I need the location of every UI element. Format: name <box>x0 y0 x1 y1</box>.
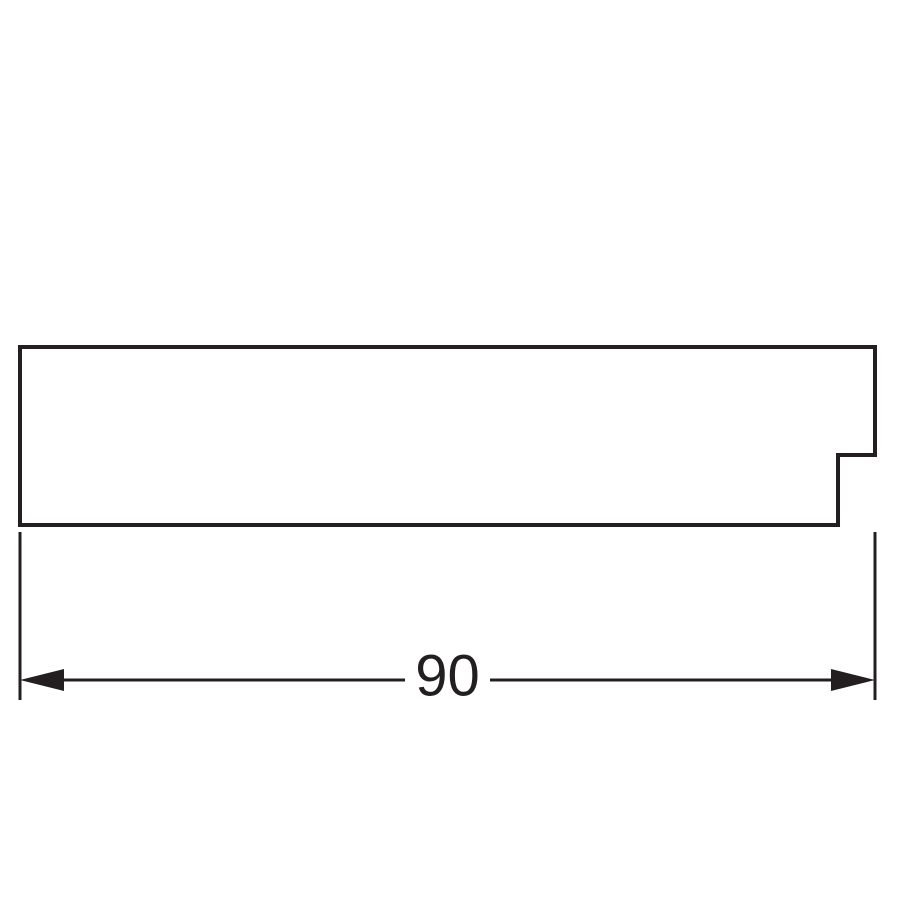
technical-drawing: 90 <box>0 0 900 900</box>
dimension-arrow-left-icon <box>20 669 64 691</box>
dimension-arrow-right-icon <box>831 669 875 691</box>
dimension-value: 90 <box>415 643 480 708</box>
profile-cross-section <box>20 347 875 525</box>
